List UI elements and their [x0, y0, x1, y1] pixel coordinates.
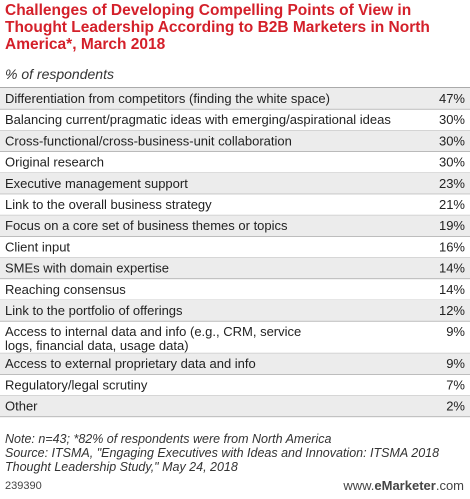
row-value: 12%	[439, 303, 465, 318]
row-value: 2%	[446, 399, 465, 414]
row-value: 23%	[439, 176, 465, 191]
note-text: Note: n=43; *82% of respondents were fro…	[5, 432, 332, 446]
chart-subtitle: % of respondents	[5, 66, 114, 82]
row-value: 19%	[439, 218, 465, 233]
table-row-bg	[0, 130, 470, 152]
chart-id: 239390	[5, 480, 42, 492]
row-value: 14%	[439, 261, 465, 276]
row-label: Focus on a core set of business themes o…	[5, 218, 288, 233]
emarketer-logo[interactable]: www.eMarketer.com	[343, 478, 464, 493]
row-label: Regulatory/legal scrutiny	[5, 377, 148, 392]
brand-suffix: .com	[435, 478, 464, 493]
row-label: Differentiation from competitors (findin…	[5, 91, 330, 106]
row-value: 14%	[439, 282, 465, 297]
row-value: 30%	[439, 155, 465, 170]
row-label: Reaching consensus	[5, 282, 126, 297]
table-row-bg	[0, 395, 470, 417]
row-label: Link to the portfolio of offerings	[5, 303, 183, 318]
table-row-bg	[0, 300, 470, 322]
row-label: Access to external proprietary data and …	[5, 356, 256, 371]
table-row-bg	[0, 215, 470, 237]
table-row-bg	[0, 88, 470, 110]
row-label: Balancing current/pragmatic ideas with e…	[5, 112, 391, 127]
row-value: 21%	[439, 197, 465, 212]
row-value: 7%	[446, 377, 465, 392]
row-value: 47%	[439, 91, 465, 106]
row-label: SMEs with domain expertise	[5, 261, 169, 276]
source-text: Source: ITSMA, "Engaging Executives with…	[5, 446, 440, 474]
chart-footnotes: Note: n=43; *82% of respondents were fro…	[5, 432, 465, 474]
row-label: Original research	[5, 155, 104, 170]
row-label: Cross-functional/cross-business-unit col…	[5, 133, 292, 148]
brand-prefix: www.	[343, 478, 375, 493]
row-value: 30%	[439, 133, 465, 148]
chart-title: Challenges of Developing Compelling Poin…	[5, 2, 430, 53]
table-row-bg	[0, 172, 470, 194]
table-row-bg	[0, 353, 470, 375]
table-row-bg	[0, 257, 470, 279]
row-label: Executive management support	[5, 176, 188, 191]
row-label: Other	[5, 399, 38, 414]
row-value: 30%	[439, 112, 465, 127]
row-label: Access to internal data and info (e.g., …	[5, 324, 301, 353]
row-value: 9%	[446, 356, 465, 371]
brand-name: eMarketer	[374, 478, 436, 493]
row-value: 9%	[446, 324, 465, 339]
row-label: Client input	[5, 239, 70, 254]
chart-table: Differentiation from competitors (findin…	[0, 87, 470, 418]
row-label: Link to the overall business strategy	[5, 197, 212, 212]
row-value: 16%	[439, 239, 465, 254]
